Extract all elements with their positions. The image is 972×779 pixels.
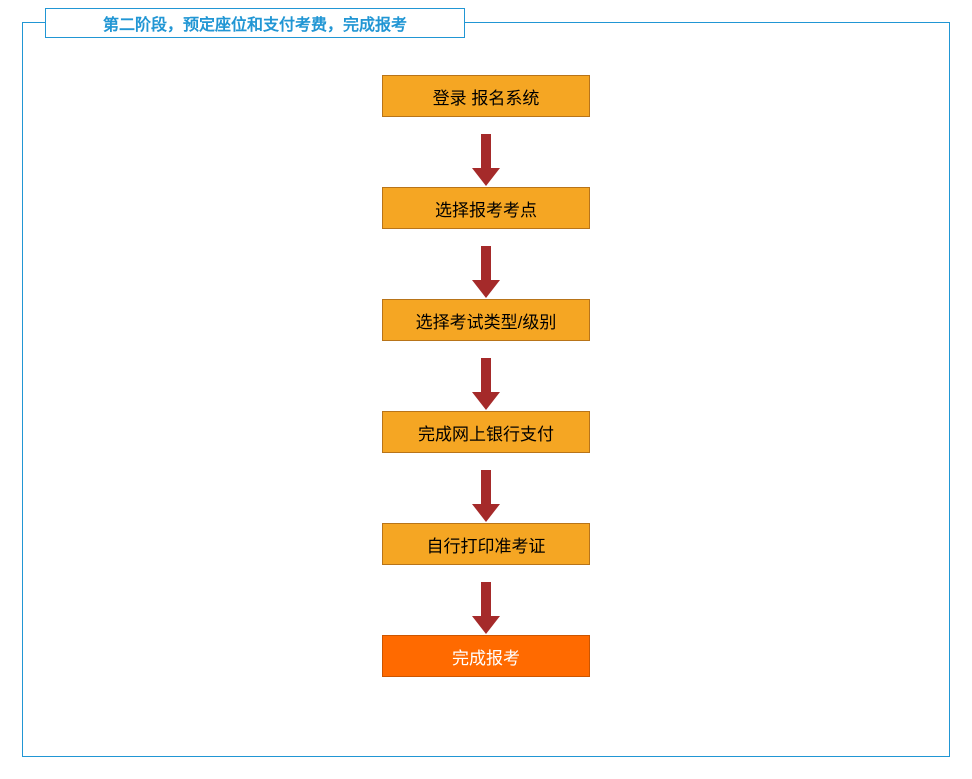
arrow-down-icon xyxy=(481,565,491,635)
step-print: 自行打印准考证 xyxy=(382,523,590,565)
step-label: 选择考试类型/级别 xyxy=(416,308,557,333)
step-label: 完成网上银行支付 xyxy=(418,420,554,445)
arrow-down-icon xyxy=(481,341,491,411)
step-login: 登录 报名系统 xyxy=(382,75,590,117)
panel-title-box: 第二阶段，预定座位和支付考费，完成报考 xyxy=(45,8,465,38)
step-label: 选择报考考点 xyxy=(435,196,537,221)
step-select-location: 选择报考考点 xyxy=(382,187,590,229)
step-label: 自行打印准考证 xyxy=(427,532,546,557)
step-select-type: 选择考试类型/级别 xyxy=(382,299,590,341)
panel-title: 第二阶段，预定座位和支付考费，完成报考 xyxy=(103,11,407,35)
step-label: 完成报考 xyxy=(452,644,520,669)
arrow-down-icon xyxy=(481,453,491,523)
step-complete: 完成报考 xyxy=(382,635,590,677)
arrow-down-icon xyxy=(481,117,491,187)
step-payment: 完成网上银行支付 xyxy=(382,411,590,453)
arrow-down-icon xyxy=(481,229,491,299)
flowchart: 登录 报名系统 选择报考考点 选择考试类型/级别 完成网上银行支付 自行打印准考… xyxy=(0,75,972,677)
step-label: 登录 报名系统 xyxy=(433,84,540,109)
